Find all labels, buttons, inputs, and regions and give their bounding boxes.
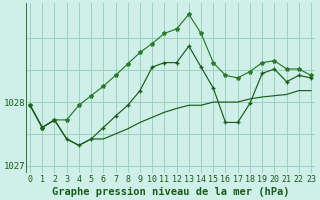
X-axis label: Graphe pression niveau de la mer (hPa): Graphe pression niveau de la mer (hPa)	[52, 186, 289, 197]
